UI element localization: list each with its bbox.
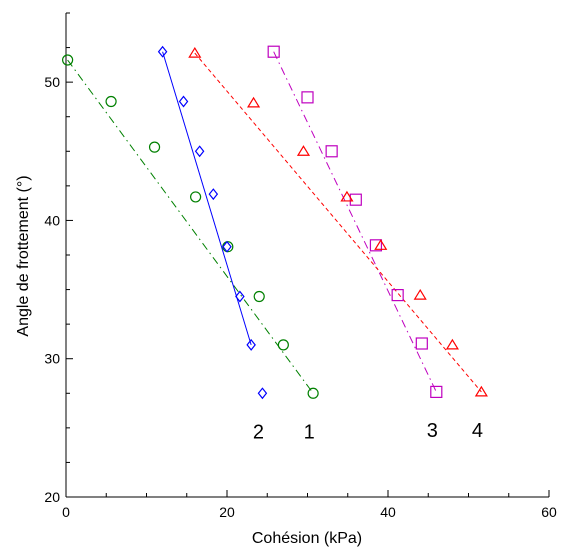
data-point <box>246 338 256 351</box>
data-point <box>340 190 354 202</box>
data-point <box>277 339 289 351</box>
data-point <box>188 46 202 58</box>
x-tick-label: 20 <box>219 504 235 520</box>
series-label-1: 1 <box>304 421 315 443</box>
series-label-2: 2 <box>253 421 264 443</box>
data-point <box>474 385 488 397</box>
data-point <box>194 145 205 158</box>
data-point <box>349 193 362 206</box>
data-point <box>62 54 74 66</box>
data-point <box>222 240 232 253</box>
y-axis-label: Angle de frottement (°) <box>15 175 32 336</box>
series-label-4: 4 <box>472 420 483 442</box>
data-point <box>148 141 161 153</box>
series-label-3: 3 <box>427 420 438 442</box>
data-point <box>253 290 265 303</box>
x-axis-label: Cohésion (kPa) <box>252 530 362 547</box>
y-tick-label: 30 <box>44 351 60 367</box>
data-point <box>190 191 202 203</box>
data-point <box>296 145 311 156</box>
data-point <box>105 95 117 108</box>
data-point <box>208 188 219 201</box>
data-point <box>257 387 268 400</box>
data-point <box>246 96 261 108</box>
series-tags: 1 2 3 4 <box>253 420 483 443</box>
fit-line-series-4 <box>194 52 482 393</box>
data-point <box>391 289 404 302</box>
data-point <box>325 145 338 158</box>
data-point <box>267 45 280 58</box>
y-tick-label: 20 <box>44 489 60 505</box>
x-tick-label: 60 <box>541 504 557 520</box>
data-point <box>445 338 459 350</box>
data-point <box>178 95 189 108</box>
data-point <box>369 239 383 252</box>
data-point <box>415 337 428 350</box>
data-point <box>374 239 388 250</box>
fit-line-series-2 <box>162 51 252 346</box>
data-point <box>301 91 314 104</box>
data-markers <box>62 45 488 400</box>
x-tick-label: 0 <box>62 504 70 520</box>
x-tick-label: 40 <box>380 504 396 520</box>
y-tick-label: 50 <box>44 74 60 90</box>
data-point <box>307 387 319 399</box>
data-point <box>430 385 443 399</box>
fit-line-series-1 <box>67 59 314 394</box>
fit-lines <box>67 51 482 394</box>
data-point <box>413 288 427 300</box>
fit-line-series-3 <box>273 51 437 393</box>
y-tick-label: 40 <box>44 212 60 228</box>
data-point <box>235 290 245 303</box>
data-point <box>157 45 168 58</box>
